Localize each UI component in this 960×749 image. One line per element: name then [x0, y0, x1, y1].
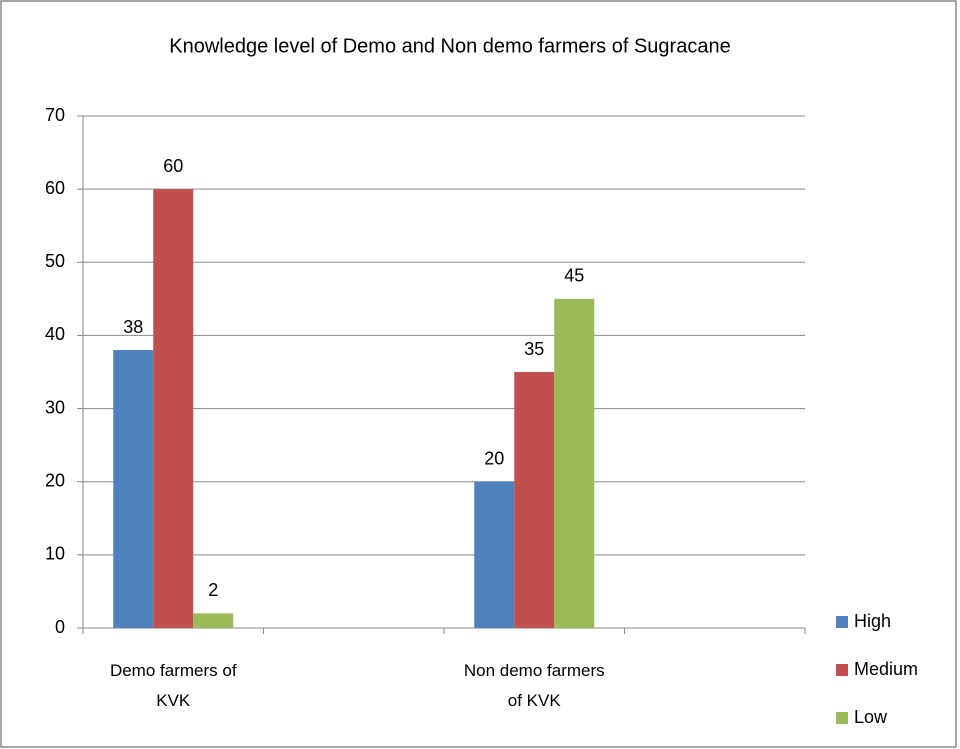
data-label: 2: [208, 580, 218, 600]
data-label: 20: [484, 448, 504, 468]
y-tick-label: 60: [45, 178, 65, 198]
bar: [193, 613, 234, 628]
y-tick-label: 40: [45, 324, 65, 344]
x-tick-label: Non demo farmers of KVK: [463, 661, 605, 710]
bar: [554, 298, 595, 628]
data-label: 45: [564, 266, 584, 286]
y-tick-label: 70: [45, 105, 65, 125]
data-label: 60: [163, 156, 183, 176]
chart-title: Knowledge level of Demo and Non demo far…: [169, 35, 730, 57]
data-label: 35: [524, 339, 544, 359]
y-tick-label: 10: [45, 544, 65, 564]
legend-label: Medium: [854, 659, 918, 679]
bar: [113, 350, 154, 628]
legend-label: Low: [854, 707, 888, 727]
x-tick-label: Demo farmers of KVK: [109, 661, 237, 710]
bar: [474, 481, 515, 628]
legend-swatch: [836, 712, 848, 724]
y-tick-label: 0: [55, 617, 65, 637]
y-tick-label: 20: [45, 470, 65, 490]
legend-swatch: [836, 616, 848, 628]
bar: [514, 372, 555, 628]
y-tick-label: 50: [45, 251, 65, 271]
bar: [153, 189, 194, 628]
data-label: 38: [123, 317, 143, 337]
legend-label: High: [854, 611, 891, 631]
legend-swatch: [836, 664, 848, 676]
y-tick-label: 30: [45, 397, 65, 417]
